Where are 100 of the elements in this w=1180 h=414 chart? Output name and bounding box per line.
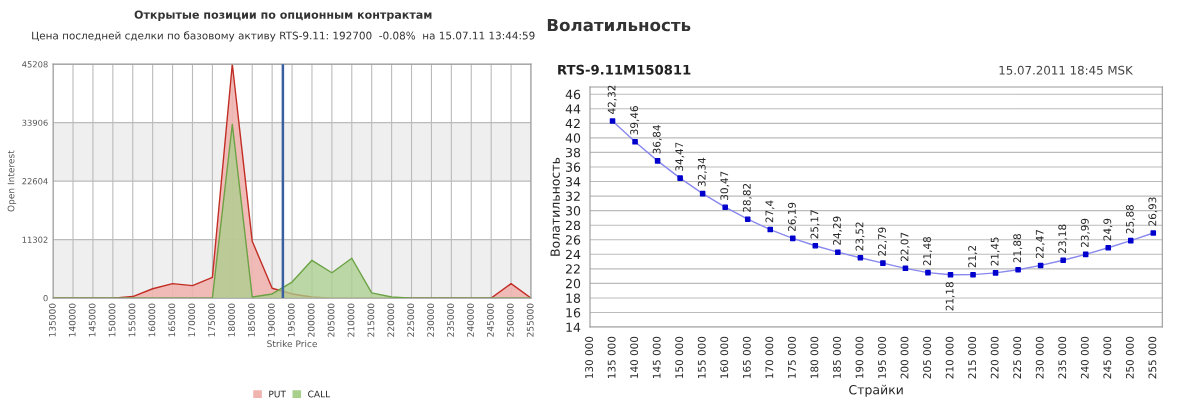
data-label: 21,48 (923, 236, 933, 266)
x-tick-label: 190000 (267, 303, 275, 337)
text: 15.07.2011 18:45 MSK (999, 65, 1134, 75)
x-tick-label: 255000 (526, 303, 534, 337)
y-tick-label: 14 (566, 322, 581, 332)
x-tick-label: 150000 (108, 303, 116, 337)
x-tick-label: 245 000 (1103, 336, 1112, 379)
point (767, 226, 774, 233)
y-tick-label: 18 (566, 293, 581, 303)
data-label: 22,79 (878, 227, 887, 256)
x-tick-label: 235 000 (1058, 336, 1067, 379)
point (790, 235, 796, 242)
x-tick-label: 130 000 (585, 336, 594, 379)
x-tick-label: 165 000 (742, 336, 751, 379)
y-tick-label: 0 (43, 295, 48, 302)
x-tick-label: 250000 (506, 303, 514, 337)
point (880, 260, 886, 266)
x-tick-label: 185 000 (832, 336, 841, 379)
x-tick-label: 155000 (128, 303, 136, 337)
data-label: 25,17 (810, 210, 820, 239)
x-tick-label: 220 000 (990, 336, 999, 379)
point (947, 272, 954, 278)
data-label: 22,47 (1035, 229, 1045, 259)
x-tick-label: 170 000 (765, 336, 774, 379)
x-tick-label: 150 000 (675, 336, 684, 379)
x-tick-label: 225 000 (1013, 336, 1022, 379)
x-tick-label: 195000 (287, 303, 295, 337)
y-tick-label: 22 (565, 264, 580, 274)
y-tick-label: 42 (565, 118, 580, 129)
point (992, 270, 999, 276)
point (1150, 230, 1157, 236)
data-label: 23,99 (1080, 218, 1090, 248)
data-label: 23,18 (1058, 224, 1068, 253)
point (1060, 257, 1066, 264)
data-label: 42,32 (607, 85, 617, 114)
y-axis-title: Open Interest (7, 150, 17, 212)
data-label: 26,19 (787, 202, 797, 232)
x-tick-label: 225000 (407, 303, 415, 337)
point (1127, 237, 1134, 244)
x-tick-label: 170000 (188, 303, 196, 337)
x-tick-label: 145 000 (652, 336, 661, 379)
data-label: 24,29 (832, 216, 842, 245)
data-label: 21,2 (968, 245, 978, 268)
chart-subtitle: Цена последней сделки по базовому активу RTS-9.11: 192700 -0.08% на 15.07.11 13:44:59 (32, 31, 535, 42)
data-label: 32,34 (697, 157, 707, 187)
data-label: 34,47 (675, 142, 685, 171)
point (812, 243, 819, 249)
x-tick-label: 205000 (327, 303, 335, 337)
x-tick-label: 135000 (48, 303, 56, 337)
x-tick-label: 255 000 (1148, 336, 1157, 379)
x-tick-label: 160000 (148, 303, 156, 337)
y-tick-label: 46 (565, 89, 581, 100)
point (970, 271, 976, 278)
y-tick-label: 26 (565, 235, 581, 245)
data-label: 21,18 (945, 282, 955, 311)
point (632, 139, 638, 145)
x-tick-label: 215000 (367, 303, 375, 337)
point (1105, 244, 1112, 251)
y-tick-label: 45208 (22, 61, 48, 68)
y-tick-label: 30 (566, 206, 581, 216)
data-label: 26,93 (1148, 197, 1158, 226)
y-tick-label: 20 (565, 278, 581, 289)
x-tick-label: 200000 (307, 303, 315, 337)
y-tick-label: 36 (566, 162, 581, 172)
x-tick-label: 240 000 (1080, 336, 1089, 379)
x-tick-label: 140000 (68, 303, 76, 337)
x-tick-label: 185000 (248, 303, 255, 337)
data-label: 28,82 (742, 183, 752, 212)
x-tick-label: 235000 (447, 303, 454, 337)
data-label: 24,9 (1103, 218, 1113, 241)
data-label: 25,88 (1125, 204, 1135, 234)
x-tick-label: 215 000 (968, 336, 977, 379)
x-tick-label: 245000 (486, 303, 494, 337)
data-label: 23,52 (855, 222, 865, 251)
point (1015, 266, 1021, 273)
y-tick-label: 16 (566, 307, 581, 318)
point (654, 158, 661, 164)
y-tick-label: 24 (565, 249, 581, 260)
y-tick-label: 40 (565, 133, 581, 143)
y-tick-label: 32 (566, 191, 580, 202)
y-tick-label: 38 (566, 147, 581, 158)
data-label: 22,07 (900, 232, 910, 262)
x-tick-label: 205 000 (923, 336, 931, 379)
x-tick-label: 145000 (88, 303, 96, 337)
legend-label: PUT (269, 390, 286, 398)
y-axis-title: Волатильность (550, 157, 560, 256)
data-label: 21,88 (1013, 234, 1023, 263)
x-tick-label: 175 000 (787, 336, 796, 379)
point (722, 204, 728, 210)
y-tick-label: 11302 (22, 236, 48, 243)
x-axis-title: Страйки (849, 384, 903, 397)
data-label: 27,4 (765, 200, 775, 223)
x-tick-label: 135 000 (607, 336, 616, 379)
x-tick-label: 180 000 (810, 336, 819, 379)
x-tick-label: 250 000 (1125, 336, 1134, 379)
y-tick-label: 44 (565, 104, 581, 114)
x-tick-label: 160 000 (720, 336, 729, 379)
point (609, 118, 616, 124)
point (677, 175, 683, 181)
data-label: 21,45 (990, 237, 1000, 266)
